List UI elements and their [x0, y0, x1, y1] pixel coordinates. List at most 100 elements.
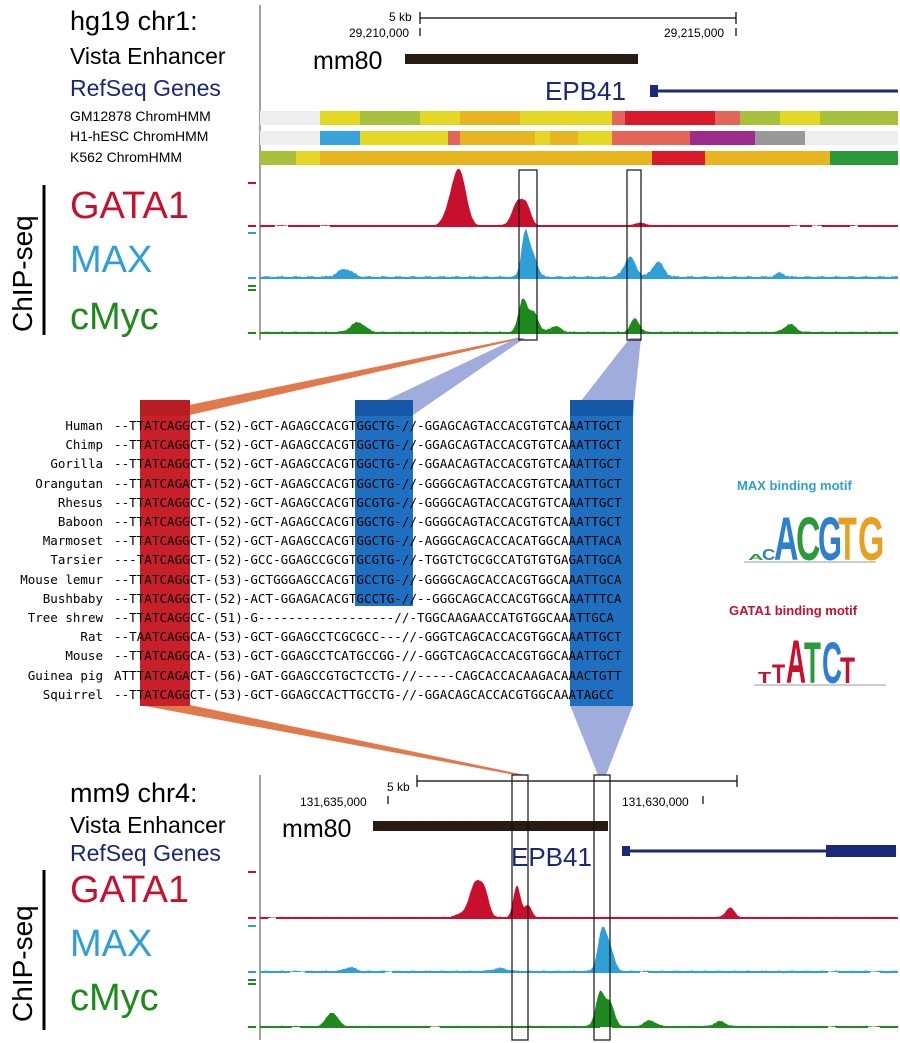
bottom-gene-exon-small	[622, 846, 630, 856]
top-frame-site1	[518, 169, 538, 341]
top-enhancer-bar	[405, 54, 638, 64]
max-site1-box	[355, 416, 413, 606]
sequence-row: --TTATCAGGCT-(52)-GCT-AGAGCCACGTGGCTG-//…	[114, 533, 622, 549]
species-label: Tarsier	[50, 552, 103, 568]
species-label: Human	[65, 418, 103, 433]
max-site2-box	[570, 416, 633, 706]
sequence-row: ---TATCAGGCT-(52)-GCC-GGAGCCGCGTGCGTG-//…	[114, 552, 622, 568]
wedge-gata1-top	[140, 338, 525, 415]
top-genome-label: hg19 chr1:	[70, 6, 198, 36]
top-refseq-label: RefSeq Genes	[70, 75, 221, 101]
chromhmm-segment-0-1	[320, 111, 360, 125]
bottom-enhancer-name: mm80	[282, 815, 352, 843]
max-motif-title: MAX binding motif	[737, 478, 852, 493]
sequence-row: --TTATCAGGCT-(53)-GCT-GGAGCCACTTGCCTG-//…	[114, 686, 614, 702]
wedge-max-bottom	[570, 705, 633, 775]
species-label: Bushbaby	[42, 590, 103, 606]
chromhmm-segment-0-0	[260, 111, 320, 125]
chromhmm-segment-1-2	[360, 131, 448, 145]
chromhmm-segment-2-2	[320, 151, 652, 165]
chromhmm-segment-1-10	[690, 131, 755, 145]
gata1-box-cap	[140, 400, 190, 416]
sequence-row: --TTATCAGGCT-(52)-GCT-AGAGCCACGTGGCTG-//…	[114, 418, 622, 433]
sequence-row: --TTATCAGGCT-(52)-GCT-AGAGCCACGTGGCTG-//…	[114, 514, 622, 529]
chromhmm-segment-2-0	[260, 151, 296, 165]
species-label: Baboon	[57, 514, 103, 529]
top-cmyc-signal	[262, 298, 898, 333]
gata1-motif-title: GATA1 binding motif	[729, 603, 858, 618]
species-label: Marmoset	[42, 533, 103, 549]
sequence-row: --TTATCAGGCT-(52)-GCT-AGAGCCACGTGGCTG-//…	[114, 456, 622, 472]
max-site1-box-cap	[355, 400, 413, 416]
max-motif-logo-letter-1: C	[762, 545, 775, 564]
gata1-motif-logo-letter-5: T	[840, 649, 855, 692]
chromhmm-segment-0-9	[740, 111, 780, 125]
bottom-frame-site2	[593, 774, 611, 1041]
sequence-row: --TTATCAGACT-(52)-GCT-AGAGCCACGTGGCTG-//…	[114, 475, 622, 491]
chromhmm-segment-1-6	[535, 131, 550, 145]
max-motif-logo-letter-2: A	[774, 506, 798, 574]
chromhmm-label-k562: K562 ChromHMM	[70, 149, 183, 165]
chromhmm-segment-2-1	[296, 151, 320, 165]
gata1-motif-logo: T T AT CT	[754, 629, 886, 697]
wedge-max1-top	[355, 338, 525, 415]
gata1-motif-logo-letter-3: T	[804, 629, 821, 696]
species-label: Guinea pig	[27, 667, 103, 683]
chromhmm-segment-0-8	[715, 111, 740, 125]
top-vista-label: Vista Enhancer	[70, 43, 226, 69]
bottom-enhancer-bar	[373, 821, 608, 831]
max-motif-logo-letter-4: G	[818, 506, 842, 574]
chromhmm-label-h1hesc: H1-hESC ChromHMM	[70, 128, 209, 144]
bottom-max-signal	[262, 926, 898, 972]
sequence-row: --TTATCAGGCA-(53)-GCT-GGAGCCTCATGCCGG-//…	[114, 648, 622, 664]
species-label: Squirrel	[42, 686, 103, 702]
species-label: Chimp	[65, 437, 103, 453]
top-cmyc-label: cMyc	[70, 296, 159, 338]
sequence-row: --TAATCAGGCA-(53)-GCT-GGAGCCTCGCGCC---//…	[114, 629, 622, 645]
gata1-motif-logo-letter-2: A	[786, 629, 806, 697]
gata1-site-box	[140, 416, 190, 706]
sequence-row: --TTATCAGGCC-(52)-GCT-AGAGCCACGTGCGTG-//…	[114, 494, 622, 510]
top-enhancer-name: mm80	[313, 47, 383, 75]
top-gata1-label: GATA1	[70, 185, 189, 227]
max-motif-logo: ACACGT G	[744, 506, 884, 574]
wedge-gata1-bottom	[140, 705, 525, 775]
gata1-motif-logo-letter-4: C	[822, 629, 842, 696]
species-label: Gorilla	[50, 456, 103, 472]
chromhmm-segment-1-5	[486, 131, 535, 145]
bottom-scale-bar	[387, 775, 738, 804]
chromhmm-segment-1-11	[755, 131, 805, 145]
gata1-motif-logo-letter-0: T	[758, 670, 772, 688]
bottom-gene-exon-large	[826, 845, 896, 857]
bottom-refseq-label: RefSeq Genes	[70, 840, 221, 866]
gata1-motif-logo-letter-1: T	[772, 660, 785, 690]
top-chipseq-label: ChIP-seq	[7, 215, 38, 332]
species-label: Rat	[80, 629, 103, 645]
species-label: Orangutan	[35, 475, 103, 491]
chromhmm-segment-1-8	[578, 131, 612, 145]
chromhmm-segment-1-4	[460, 131, 486, 145]
top-scale-bar	[419, 12, 737, 36]
chromhmm-segment-1-1	[320, 131, 360, 145]
chromhmm-segment-1-0	[260, 131, 320, 145]
bottom-gata1-signal	[262, 879, 898, 918]
chromhmm-segment-0-10	[780, 111, 820, 125]
chromhmm-segment-0-2	[360, 111, 420, 125]
sequence-row: --TTATCAGGCC-(51)-G------------------//-…	[114, 610, 614, 625]
top-scale-label: 5 kb	[389, 10, 412, 24]
max-site2-box-cap	[570, 400, 633, 416]
max-motif-logo-letter-0: A	[748, 553, 764, 562]
bottom-gata1-label: GATA1	[70, 869, 189, 911]
chromhmm-segment-0-7	[625, 111, 715, 125]
chromhmm-segment-1-9	[612, 131, 690, 145]
top-max-label: MAX	[70, 239, 153, 281]
chromhmm-segment-2-5	[830, 151, 898, 165]
top-coord-left: 29,210,000	[349, 26, 410, 40]
species-label: Tree shrew	[27, 610, 103, 625]
species-label: Mouse	[65, 648, 103, 664]
bottom-chipseq-label: ChIP-seq	[7, 905, 38, 1022]
bottom-frame-site1	[511, 774, 529, 1041]
chromhmm-segment-0-3	[420, 111, 460, 125]
top-gene-name: EPB41	[545, 76, 626, 106]
